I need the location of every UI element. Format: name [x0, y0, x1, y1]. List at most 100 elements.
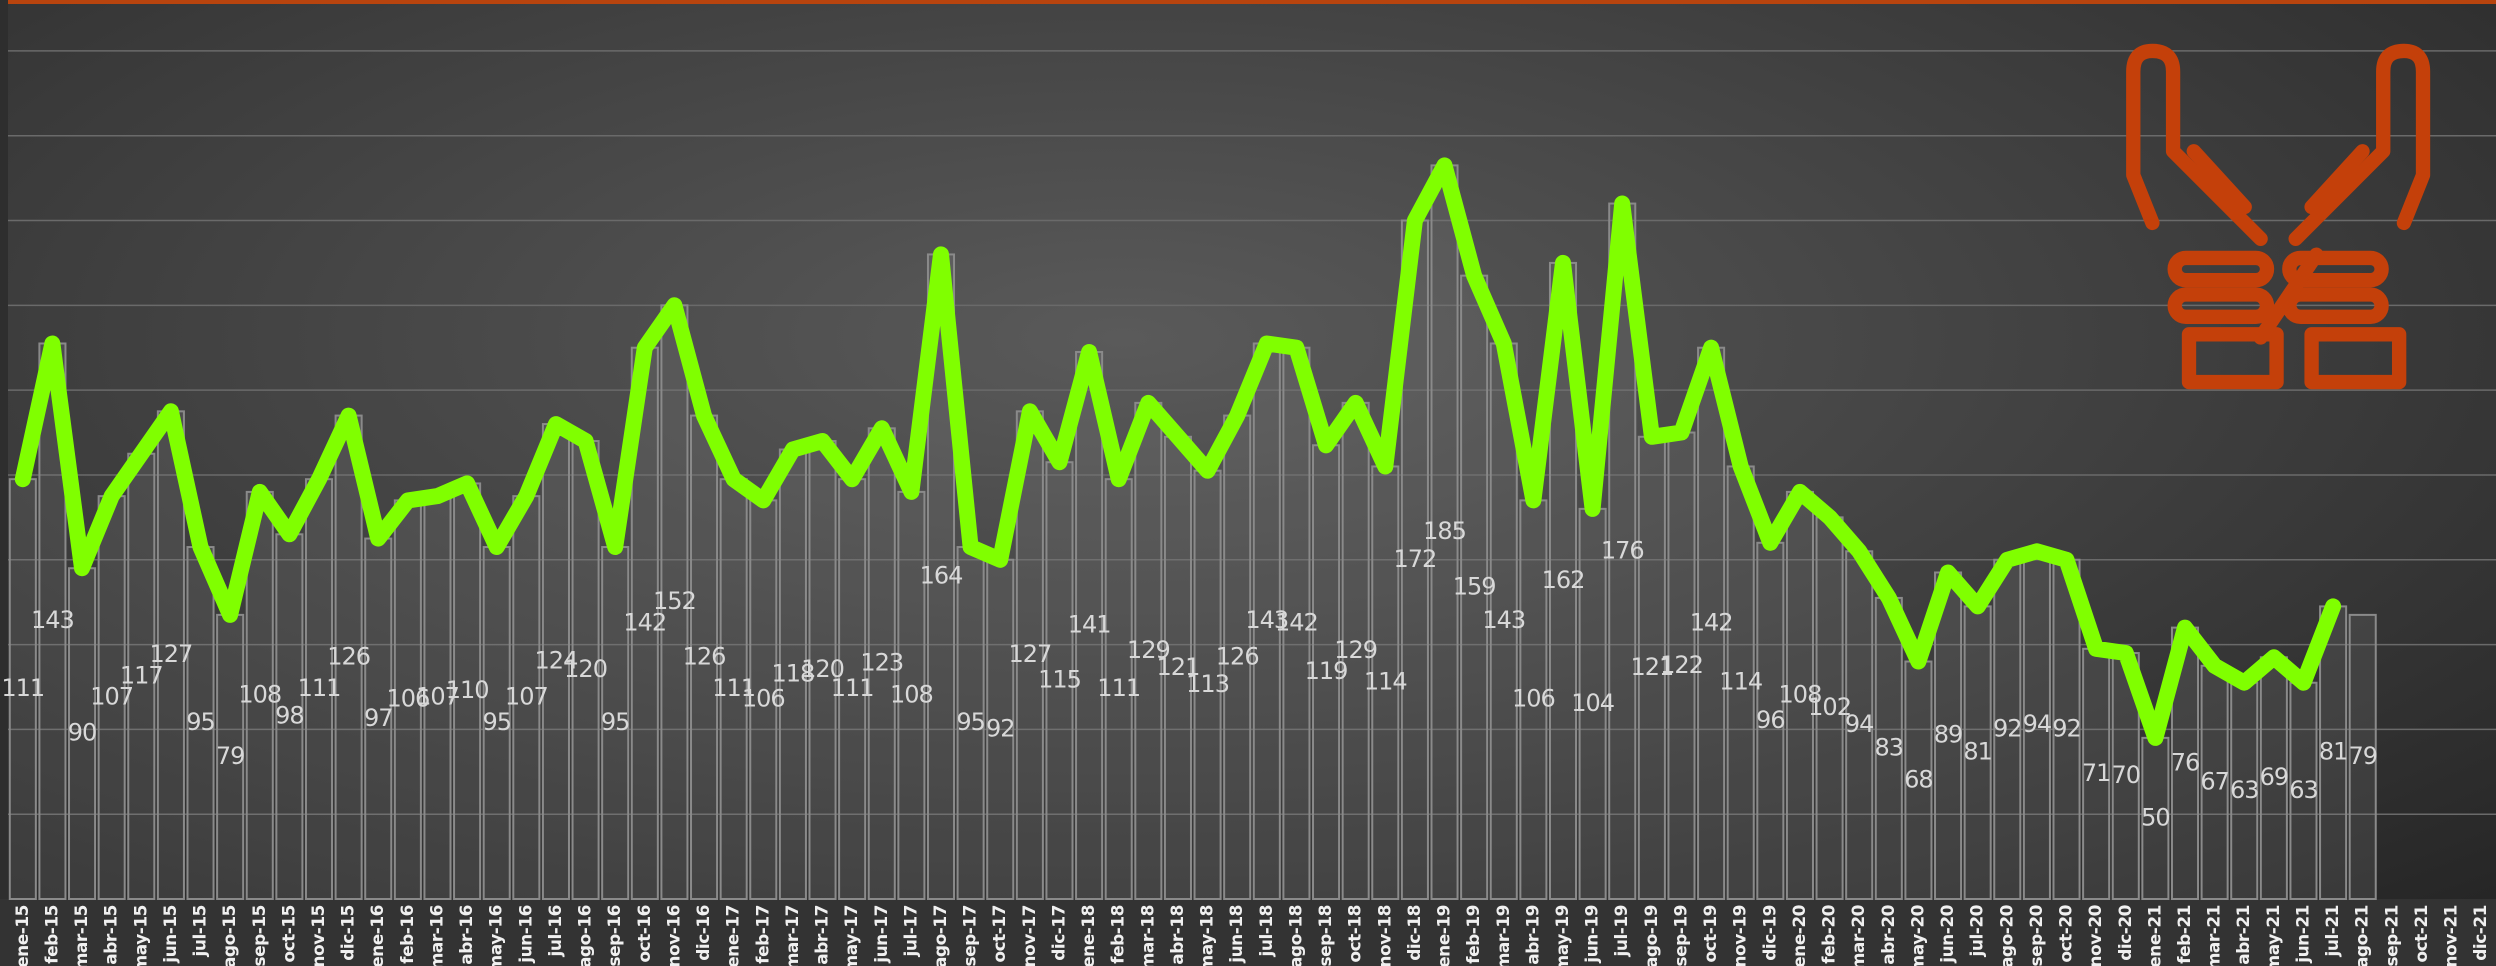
rope: [2167, 250, 2275, 288]
x-tick-label: sep-17: [961, 905, 981, 966]
value-label: 95: [601, 708, 630, 736]
value-label: 83: [1875, 733, 1904, 761]
value-label: 95: [482, 708, 511, 736]
right-finger: [2304, 144, 2370, 215]
x-tick-label: abr-17: [813, 905, 833, 965]
x-tick-label: dic-19: [1760, 905, 1780, 961]
value-label: 141: [1068, 610, 1111, 638]
value-label: 120: [801, 655, 844, 683]
bar: [304, 478, 334, 900]
value-label: 108: [238, 680, 281, 708]
bar: [986, 558, 1015, 900]
x-tick-label: jul-19: [1612, 905, 1632, 957]
x-tick-label: mar-20: [1849, 904, 1869, 966]
value-label: 111: [712, 674, 755, 702]
value-label: 111: [298, 674, 341, 702]
x-tick-label: ago-15: [220, 905, 240, 966]
x-tick-label: oct-20: [2057, 904, 2077, 962]
x-tick-label: ene-15: [13, 905, 33, 966]
x-tick-label: jul-16: [546, 905, 566, 957]
bar: [601, 546, 630, 900]
x-tick-label: ene-20: [1790, 904, 1810, 966]
x-tick-label: nov-21: [2442, 905, 2462, 966]
x-tick-label: dic-15: [339, 905, 359, 961]
value-label: 92: [986, 714, 1015, 742]
bar: [1993, 558, 2022, 900]
x-tick-label: feb-15: [42, 905, 62, 964]
value-label: 162: [1542, 566, 1585, 594]
value-label: 79: [216, 742, 245, 770]
bar: [1371, 465, 1400, 900]
handcuff-icon: [2126, 43, 2431, 390]
bar: [1845, 550, 1874, 900]
x-tick-label: jun-18: [1227, 905, 1247, 964]
x-tick-label: abr-21: [2234, 905, 2254, 965]
x-tick-label: abr-20: [1879, 904, 1899, 964]
x-tick-label: may-16: [487, 905, 507, 966]
x-tick-label: ene-16: [368, 905, 388, 966]
value-label: 107: [505, 683, 548, 711]
x-tick-label: abr-15: [102, 905, 122, 965]
value-label: 127: [1008, 640, 1051, 668]
value-label: 95: [186, 708, 215, 736]
value-label: 122: [1660, 651, 1703, 679]
bar: [334, 414, 363, 900]
x-tick-label: nov-16: [664, 905, 684, 966]
x-tick-label: dic-21: [2471, 905, 2491, 961]
value-label: 111: [1, 674, 44, 702]
value-label: 106: [1512, 685, 1555, 713]
x-tick-label: oct-18: [1346, 905, 1366, 963]
x-tick-label: dic-18: [1405, 905, 1425, 961]
bar: [1667, 431, 1696, 900]
bar: [393, 499, 422, 900]
x-tick-label: feb-21: [2175, 905, 2195, 964]
plot: ene-15 feb-15 mar-15 abr-15 may-15 jun-15 jul-…: [1, 50, 2496, 966]
bar: [1756, 541, 1785, 901]
x-tick-label: ago-20: [1997, 904, 2017, 966]
x-tick-label: sep-21: [2382, 905, 2402, 966]
x-tick-label: ago-16: [576, 905, 596, 966]
x-tick-label: sep-18: [1316, 905, 1336, 966]
value-label: 121: [1157, 653, 1200, 681]
value-label: 92: [2052, 714, 2081, 742]
x-tick-label: feb-19: [1464, 905, 1484, 964]
bar: [482, 546, 511, 900]
value-label: 143: [1245, 606, 1288, 634]
value-label: 117: [120, 661, 163, 689]
value-label: 126: [327, 642, 370, 670]
value-label: 81: [2319, 738, 2348, 766]
bar: [1726, 465, 1755, 900]
value-label: 106: [386, 685, 429, 713]
bar: [2319, 605, 2348, 900]
x-tick-label: jul-21: [2323, 905, 2343, 957]
x-tick-label: feb-16: [398, 905, 418, 964]
value-label: 159: [1453, 572, 1496, 600]
value-label: 113: [1186, 670, 1229, 698]
x-tick-label: feb-18: [1109, 905, 1129, 964]
bar: [512, 495, 541, 900]
cuff: [2304, 327, 2407, 390]
knot: [2253, 247, 2324, 345]
x-tick-label: abr-19: [1523, 905, 1543, 965]
value-label: 110: [446, 676, 489, 704]
value-label: 142: [1275, 608, 1318, 636]
bar: [1637, 435, 1666, 900]
x-tick-label: mar-17: [783, 905, 803, 966]
value-label: 185: [1423, 517, 1466, 545]
bar: [127, 452, 156, 900]
right-arm: [2288, 43, 2431, 246]
rope: [2167, 287, 2275, 324]
bar: [2052, 558, 2081, 900]
x-tick-label: may-18: [1198, 905, 1218, 966]
bar: [867, 427, 896, 900]
x-tick-label: oct-19: [1701, 905, 1721, 963]
value-label: 89: [1934, 721, 1963, 749]
bar: [719, 478, 748, 900]
value-label: 129: [1334, 636, 1377, 664]
value-label: 107: [416, 683, 459, 711]
x-tick-label: sep-20: [2027, 904, 2047, 966]
value-label: 143: [31, 606, 74, 634]
value-label: 123: [860, 649, 903, 677]
